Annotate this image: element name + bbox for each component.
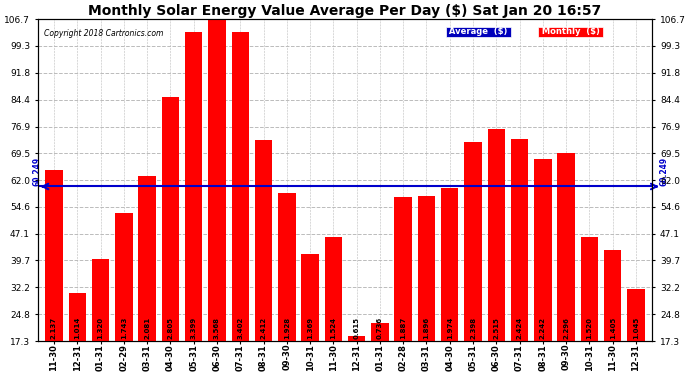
Text: 2.081: 2.081 (144, 317, 150, 339)
Text: Monthly  ($): Monthly ($) (539, 27, 602, 36)
Bar (417, 196, 435, 375)
Text: 0.736: 0.736 (377, 317, 383, 339)
Bar (441, 188, 458, 375)
Text: 1.405: 1.405 (610, 317, 615, 339)
Bar (208, 14, 226, 375)
Text: 60.249: 60.249 (32, 158, 41, 186)
Text: 2.515: 2.515 (493, 317, 500, 339)
Bar (302, 254, 319, 375)
Text: 3.402: 3.402 (237, 317, 244, 339)
Text: 2.242: 2.242 (540, 317, 546, 339)
Bar (92, 259, 109, 375)
Bar (604, 250, 622, 375)
Bar (371, 323, 388, 375)
Bar (627, 289, 644, 375)
Text: 0.615: 0.615 (354, 317, 359, 339)
Text: 1.896: 1.896 (424, 317, 429, 339)
Bar (534, 159, 551, 375)
Text: 1.320: 1.320 (97, 317, 104, 339)
Bar (161, 97, 179, 375)
Bar (278, 193, 295, 375)
Text: 3.568: 3.568 (214, 317, 220, 339)
Text: 1.887: 1.887 (400, 317, 406, 339)
Bar (46, 170, 63, 375)
Text: Average  ($): Average ($) (446, 27, 511, 36)
Bar (255, 140, 273, 375)
Bar (581, 237, 598, 375)
Bar (511, 139, 529, 375)
Text: 60.249: 60.249 (660, 158, 669, 186)
Bar (68, 292, 86, 375)
Bar (464, 142, 482, 375)
Bar (139, 176, 156, 375)
Text: 2.296: 2.296 (563, 317, 569, 339)
Bar (348, 336, 366, 375)
Text: 1.928: 1.928 (284, 317, 290, 339)
Bar (185, 32, 202, 375)
Text: 1.045: 1.045 (633, 317, 639, 339)
Bar (115, 213, 132, 375)
Title: Monthly Solar Energy Value Average Per Day ($) Sat Jan 20 16:57: Monthly Solar Energy Value Average Per D… (88, 4, 602, 18)
Bar (324, 237, 342, 375)
Text: 1.743: 1.743 (121, 317, 127, 339)
Text: 2.398: 2.398 (470, 317, 476, 339)
Text: Copyright 2018 Cartronics.com: Copyright 2018 Cartronics.com (44, 29, 164, 38)
Bar (488, 129, 505, 375)
Text: 3.399: 3.399 (190, 317, 197, 339)
Bar (558, 153, 575, 375)
Text: 1.974: 1.974 (446, 317, 453, 339)
Text: 2.412: 2.412 (261, 317, 266, 339)
Text: 1.369: 1.369 (307, 317, 313, 339)
Text: 1.520: 1.520 (586, 317, 593, 339)
Text: 2.805: 2.805 (168, 317, 173, 339)
Text: 1.014: 1.014 (75, 317, 80, 339)
Bar (232, 32, 249, 375)
Bar (395, 197, 412, 375)
Text: 2.137: 2.137 (51, 317, 57, 339)
Text: 2.424: 2.424 (517, 317, 522, 339)
Text: 1.524: 1.524 (331, 317, 336, 339)
